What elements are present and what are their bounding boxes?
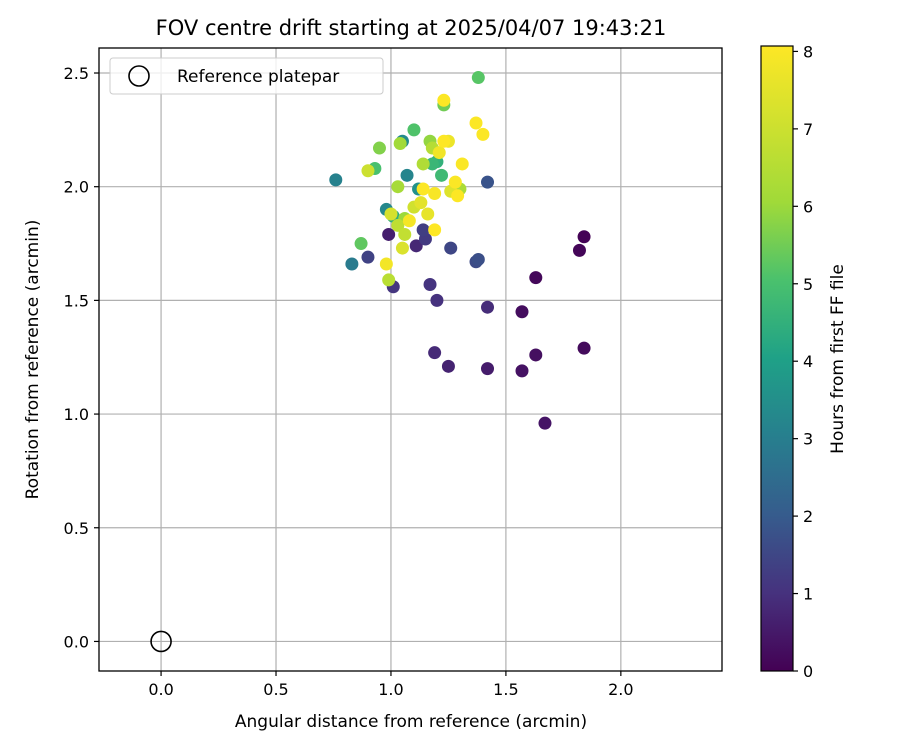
y-tick-label: 1.0	[64, 405, 89, 424]
scatter-point	[345, 257, 359, 271]
scatter-point	[432, 146, 446, 160]
scatter-point	[515, 364, 529, 378]
scatter-point	[414, 196, 428, 210]
colorbar-tick-label: 7	[803, 120, 813, 139]
scatter-point	[354, 237, 368, 251]
scatter-point	[455, 157, 469, 171]
colorbar-label: Hours from first FF file	[828, 264, 848, 454]
y-axis-ticks: 0.0 0.5 1.0 1.5 2.0 2.5	[64, 64, 99, 651]
legend-box	[109, 57, 384, 95]
scatter-point	[423, 277, 437, 291]
scatter-point	[481, 362, 495, 376]
scatter-point	[393, 136, 407, 150]
scatter-point	[416, 223, 430, 237]
scatter-point	[361, 250, 375, 264]
colorbar: 0 1 2 3 4 5 6 7 8 Hours from first FF file	[760, 42, 848, 681]
scatter-point	[384, 207, 398, 221]
scatter-point	[577, 341, 591, 355]
x-tick-label: 0.5	[263, 680, 288, 699]
scatter-point	[409, 239, 423, 253]
data-points	[329, 71, 591, 430]
scatter-point	[437, 134, 451, 148]
scatter-point	[428, 223, 442, 237]
legend-marker	[128, 65, 150, 87]
plot-frame	[98, 47, 723, 672]
grid-lines	[99, 48, 722, 671]
colorbar-tick-label: 3	[803, 430, 813, 449]
x-tick-label: 2.0	[608, 680, 633, 699]
scatter-point	[538, 416, 552, 430]
scatter-point	[481, 175, 495, 189]
legend-label: Reference platepar	[177, 67, 339, 87]
scatter-point	[441, 359, 455, 373]
y-axis-label: Rotation from reference (arcmin)	[23, 220, 43, 500]
scatter-point	[476, 127, 490, 141]
x-axis-ticks: 0.0 0.5 1.0 1.5 2.0	[148, 671, 634, 699]
y-tick-label: 2.5	[64, 64, 89, 83]
reference-platepar-marker	[150, 630, 172, 653]
scatter-point	[451, 189, 465, 203]
colorbar-tick-label: 2	[803, 507, 813, 526]
scatter-point	[379, 257, 393, 271]
scatter-point	[515, 305, 529, 319]
scatter-point	[430, 293, 444, 307]
scatter-point	[416, 157, 430, 171]
scatter-point	[469, 116, 483, 130]
scatter-point	[481, 300, 495, 314]
scatter-point	[395, 241, 409, 255]
scatter-point	[471, 252, 485, 266]
colorbar-tick-label: 1	[803, 585, 813, 604]
colorbar-tick-label: 5	[803, 275, 813, 294]
scatter-point	[382, 227, 396, 241]
x-tick-label: 0.0	[148, 680, 173, 699]
colorbar-gradient	[760, 45, 794, 672]
y-tick-label: 1.5	[64, 291, 89, 310]
scatter-point	[391, 180, 405, 194]
colorbar-tick-label: 4	[803, 352, 813, 371]
scatter-point	[435, 168, 449, 182]
scatter-point	[428, 346, 442, 360]
scatter-point	[391, 218, 405, 232]
colorbar-tick-label: 6	[803, 197, 813, 216]
scatter-point	[529, 348, 543, 362]
scatter-point	[407, 123, 421, 137]
scatter-point	[402, 214, 416, 228]
x-tick-label: 1.0	[378, 680, 403, 699]
colorbar-tick-label: 8	[803, 42, 813, 61]
scatter-point	[382, 273, 396, 287]
legend: Reference platepar	[109, 57, 384, 95]
plot-background	[99, 48, 722, 671]
colorbar-tick-label: 0	[803, 662, 813, 681]
scatter-point	[572, 243, 586, 257]
scatter-point	[437, 93, 451, 107]
scatter-point	[425, 157, 439, 171]
scatter-point	[372, 141, 386, 155]
scatter-point	[428, 187, 442, 201]
scatter-point	[398, 227, 412, 241]
y-tick-label: 2.0	[64, 178, 89, 197]
y-tick-label: 0.5	[64, 519, 89, 538]
x-tick-label: 1.5	[493, 680, 518, 699]
scatter-point	[577, 230, 591, 244]
scatter-point	[529, 271, 543, 285]
scatter-point	[448, 175, 462, 189]
scatter-point	[329, 173, 343, 187]
scatter-point	[416, 182, 430, 196]
colorbar-ticks: 0 1 2 3 4 5 6 7 8	[793, 42, 813, 681]
scatter-point	[421, 207, 435, 221]
y-tick-label: 0.0	[64, 632, 89, 651]
scatter-point	[361, 164, 375, 178]
scatter-point	[444, 241, 458, 255]
chart-title: FOV centre drift starting at 2025/04/07 …	[156, 16, 667, 40]
scatter-point	[400, 168, 414, 182]
plot-area	[98, 47, 723, 672]
scatter-point	[471, 71, 485, 85]
x-axis-label: Angular distance from reference (arcmin)	[235, 712, 587, 732]
